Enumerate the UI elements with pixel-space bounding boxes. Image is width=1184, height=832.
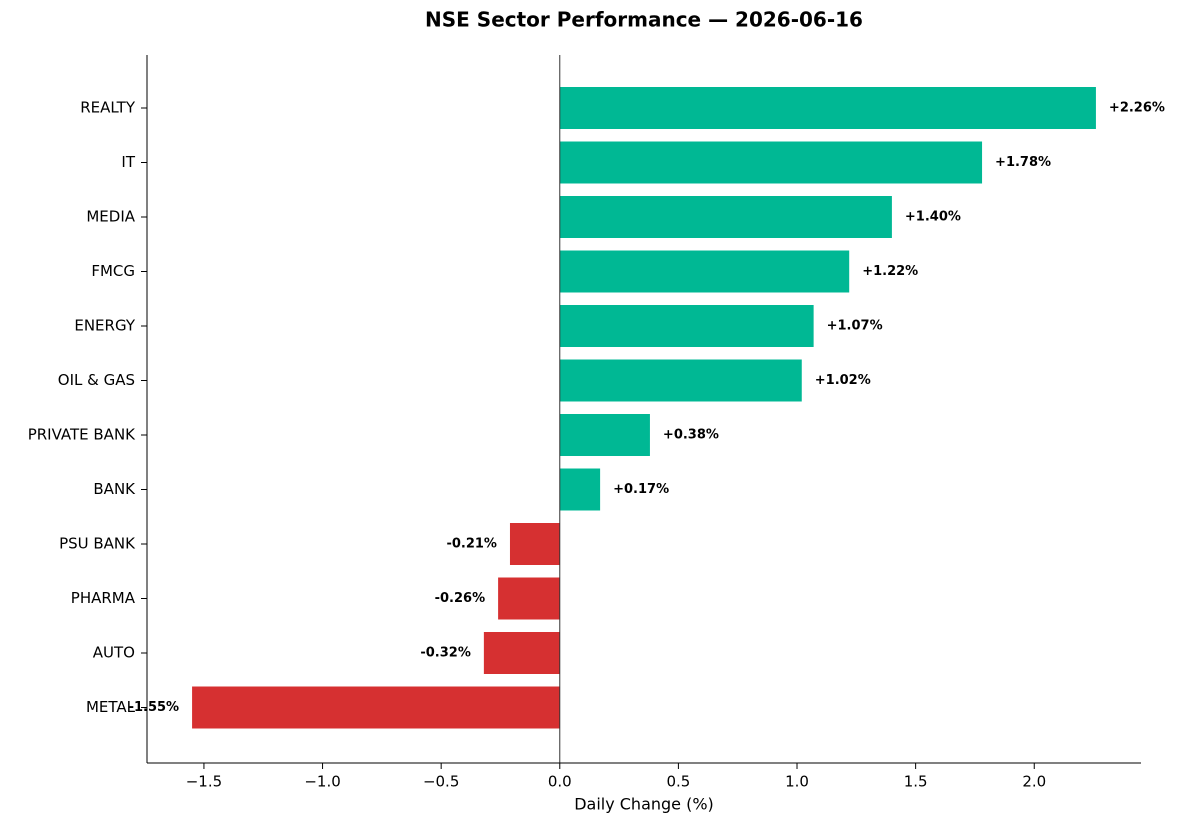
y-tick-label: BANK [93,480,136,498]
y-tick-label: MEDIA [86,208,135,226]
y-tick-label: IT [121,153,135,171]
x-tick-label: 1.5 [904,773,928,791]
chart-title: NSE Sector Performance — 2026-06-16 [425,8,863,32]
value-label: -1.55% [129,700,180,715]
x-axis-label: Daily Change (%) [574,795,714,814]
x-tick-label: 1.0 [785,773,809,791]
x-tick-label: 0.0 [548,773,572,791]
bar [559,196,892,238]
value-label: +0.17% [613,482,669,497]
y-tick-label: PHARMA [71,589,136,607]
y-tick-label: OIL & GAS [58,371,135,389]
y-tick-label: PSU BANK [59,535,136,553]
value-label: -0.26% [435,591,486,606]
value-label: +1.40% [905,210,961,225]
bar [483,632,560,674]
y-tick-label: REALTY [80,99,136,117]
bar [498,577,560,620]
value-label: -0.32% [420,646,471,661]
value-label: +2.26% [1109,101,1165,116]
value-label: -0.21% [446,537,497,552]
bar [559,250,850,293]
y-tick-label: AUTO [93,644,135,662]
bar [559,305,814,347]
value-label: +1.07% [827,319,883,334]
x-tick-label: 2.0 [1022,773,1046,791]
bar [192,686,560,729]
y-tick-label: ENERGY [74,317,135,335]
value-label: +1.02% [815,373,871,388]
value-label: +0.38% [663,428,719,443]
bar [559,414,650,456]
x-tick-label: −1.5 [186,773,222,791]
x-tick-label: −0.5 [423,773,459,791]
bar [559,141,983,184]
bar [559,468,601,511]
bar [559,359,802,402]
bar [509,523,560,565]
y-tick-label: METAL [86,698,136,716]
bar [559,87,1096,129]
x-tick-label: −1.0 [304,773,340,791]
y-tick-label: PRIVATE BANK [28,426,136,444]
y-tick-label: FMCG [91,262,135,280]
value-label: +1.78% [995,155,1051,170]
x-tick-label: 0.5 [666,773,690,791]
value-label: +1.22% [862,264,918,279]
